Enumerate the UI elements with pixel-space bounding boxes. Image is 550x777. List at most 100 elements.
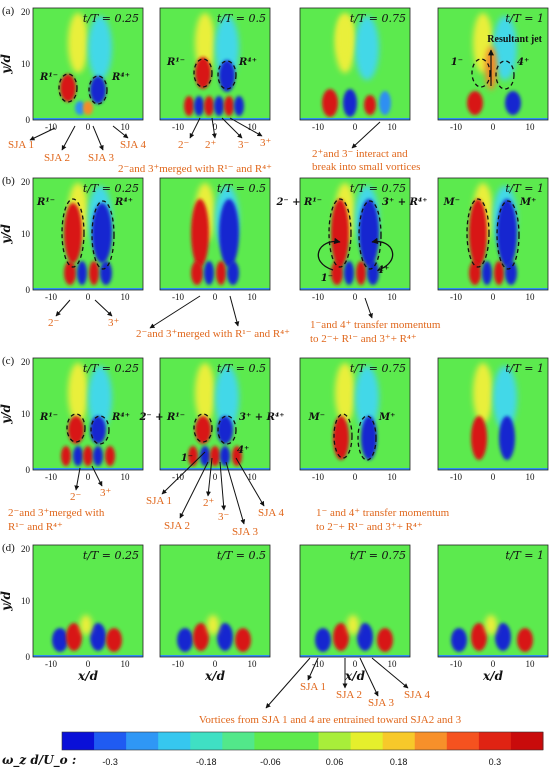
- y-tick-label: 20: [21, 7, 31, 17]
- x-tick-label: 10: [121, 122, 131, 132]
- colorbar-tick: -0.18: [196, 757, 217, 767]
- x-tick-label: 10: [526, 292, 536, 302]
- annotation-arrow: [61, 125, 76, 151]
- momentum-arrow: [317, 237, 341, 271]
- x-tick-label: 10: [248, 472, 258, 482]
- row-label: (a): [2, 5, 15, 17]
- vortex-outline: [357, 415, 377, 461]
- y-tick-label: 20: [21, 177, 31, 187]
- colorbar-tick: 0.3: [489, 757, 502, 767]
- x-tick-label: -10: [312, 659, 324, 669]
- annotation-text: break into small vortices: [312, 161, 420, 173]
- annotation-arrow: [265, 657, 311, 709]
- vortex-label: 4⁺: [517, 57, 529, 68]
- colorbar-tick: 0.18: [390, 757, 408, 767]
- vortex-outline: [91, 200, 115, 270]
- colorbar-swatch: [478, 732, 512, 750]
- y-tick-label: 10: [21, 409, 31, 419]
- annotation-arrow: [92, 125, 104, 151]
- x-tick-label: 10: [526, 472, 536, 482]
- vortex-label: M⁺: [519, 197, 536, 208]
- annotation-text: SJA 4: [258, 507, 284, 519]
- colorbar-swatch: [158, 732, 191, 750]
- time-label: t/T = 1: [505, 12, 544, 25]
- vortex-outline: [90, 415, 110, 445]
- vortex-label: R⁴⁺: [111, 412, 130, 423]
- colorbar-tick: -0.06: [260, 757, 281, 767]
- x-axis-label: x/d: [344, 669, 366, 683]
- vortex-outline: [333, 413, 353, 459]
- x-tick-label: 10: [388, 122, 398, 132]
- annotation-arrow: [225, 461, 246, 525]
- x-tick-label: -10: [172, 292, 184, 302]
- vorticity-panel: [32, 177, 144, 291]
- vortex-outline: [328, 198, 352, 268]
- row-label: (c): [2, 355, 15, 367]
- time-label: t/T = 1: [505, 362, 544, 375]
- x-tick-label: -10: [172, 659, 184, 669]
- annotation-arrow: [371, 657, 409, 689]
- vortex-label: M⁻: [308, 412, 325, 423]
- vortex-outline: [466, 198, 490, 268]
- x-tick-label: 10: [526, 659, 536, 669]
- x-tick-label: 0: [213, 659, 218, 669]
- annotation-text: 2⁺: [205, 139, 217, 151]
- y-axis-label: y/d: [0, 224, 13, 245]
- vorticity-panel: [437, 177, 549, 291]
- time-label: t/T = 0.75: [350, 12, 406, 25]
- x-tick-label: 10: [121, 472, 131, 482]
- vortex-label: 3⁺ + R⁴⁺: [239, 412, 285, 423]
- x-tick-label: -10: [45, 292, 57, 302]
- y-axis-label: y/d: [0, 591, 13, 612]
- annotation-arrow: [229, 295, 240, 327]
- annotation-arrow: [55, 299, 71, 317]
- row-label: (d): [2, 542, 15, 554]
- momentum-arrow: [371, 237, 394, 271]
- vortex-label: 1⁻: [451, 57, 463, 68]
- vortex-outline: [58, 73, 78, 103]
- annotation-text: 3⁻: [238, 139, 250, 151]
- y-axis-label: y/d: [0, 54, 13, 75]
- annotation-text: SJA 3: [88, 152, 114, 164]
- vorticity-panel: [159, 544, 271, 658]
- x-tick-label: -10: [312, 472, 324, 482]
- x-tick-label: -10: [45, 659, 57, 669]
- y-tick-label: 20: [21, 544, 31, 554]
- x-tick-label: 10: [388, 659, 398, 669]
- annotation-text: SJA 1: [146, 495, 172, 507]
- x-tick-label: 0: [491, 292, 496, 302]
- y-tick-label: 10: [21, 596, 31, 606]
- colorbar: -0.3 -0.18 -0.06 0.06 0.18 0.3 ω_z d/U_o :: [2, 731, 544, 768]
- vorticity-panel: [32, 7, 144, 121]
- x-axis-label: x/d: [77, 669, 99, 683]
- time-label: t/T = 0.5: [217, 182, 266, 195]
- vortex-outline: [496, 200, 520, 270]
- vortex-label: 3⁺ + R⁴⁺: [382, 197, 428, 208]
- annotation-text: 3⁺: [100, 487, 112, 499]
- y-tick-label: 0: [26, 465, 31, 475]
- vortex-outline: [217, 60, 237, 90]
- vortex-label: M⁻: [443, 197, 460, 208]
- annotation-arrow: [221, 117, 243, 139]
- vorticity-panel: [32, 544, 144, 658]
- colorbar-swatch: [254, 732, 287, 750]
- time-label: t/T = 0.75: [350, 549, 406, 562]
- vorticity-panel: [159, 357, 271, 471]
- annotation-arrow: [112, 125, 129, 139]
- colorbar-tick: -0.3: [102, 757, 118, 767]
- annotation-arrow: [205, 457, 213, 497]
- x-tick-label: 10: [121, 292, 131, 302]
- colorbar-swatch: [414, 732, 448, 750]
- vorticity-panel: [299, 177, 411, 291]
- vortex-label: 2⁻ + R¹⁻: [138, 412, 185, 423]
- x-tick-label: 0: [353, 122, 358, 132]
- annotation-text: 2⁻and 3⁺merged with: [8, 507, 105, 519]
- vorticity-panel: [159, 177, 271, 291]
- colorbar-label: ω_z d/U_o :: [2, 753, 76, 768]
- x-tick-label: 10: [388, 472, 398, 482]
- y-tick-label: 0: [26, 115, 31, 125]
- x-tick-label: 0: [491, 122, 496, 132]
- x-tick-label: 10: [388, 292, 398, 302]
- vortex-label: 1⁻: [321, 273, 333, 284]
